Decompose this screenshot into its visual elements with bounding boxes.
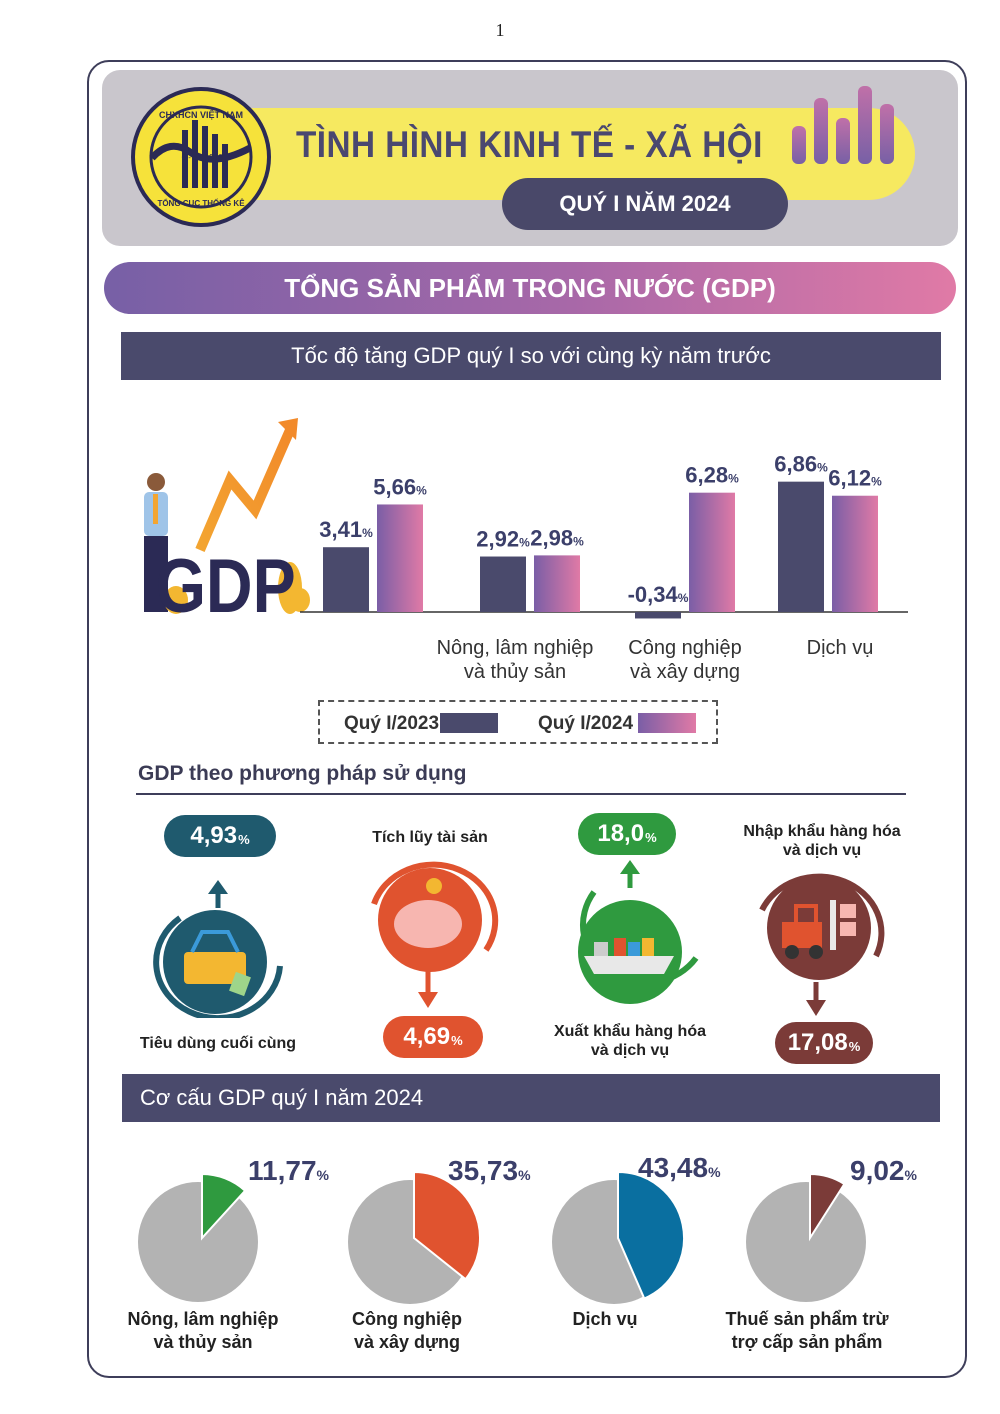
capital-formation-label: Tích lũy tài sản: [372, 829, 488, 846]
bar-label-0-0: 3,41%: [319, 517, 373, 542]
bar-label-1-0: 5,66%: [373, 474, 427, 499]
forklift-icon: [759, 873, 885, 1016]
bar-label-0-1: 2,92%: [476, 527, 530, 552]
imports-label: Nhập khẩu hàng hóa và dịch vụ: [743, 823, 901, 859]
bar-label-0-3: 6,86%: [774, 452, 828, 477]
pie-value-taxes: 9,02%: [850, 1155, 917, 1186]
bar-1-2: [689, 492, 735, 612]
pie-slice-1: [413, 1170, 480, 1281]
pie-base-0: [138, 1182, 258, 1302]
cargo-ship-icon: [578, 860, 699, 1004]
bar-0-0: [323, 547, 369, 612]
bar-label-1-2: 6,28%: [685, 463, 739, 488]
pie-services: [552, 1170, 684, 1304]
pie-agriculture: [138, 1172, 258, 1302]
pie-industry: [348, 1170, 480, 1304]
bar-1-1: [534, 555, 580, 612]
consumption-value-badge: 4,93%: [164, 815, 276, 857]
decorative-bars-icon: [792, 86, 894, 164]
gdp-growth-section-title: Tốc độ tăng GDP quý I so với cùng kỳ năm…: [121, 332, 941, 380]
category-label-services: Dịch vụ: [806, 637, 874, 659]
bar-1-0: [377, 504, 423, 612]
pie-label-services: Dịch vụ: [572, 1309, 638, 1329]
pie-value-industry: 35,73%: [448, 1155, 531, 1186]
gdp-banner: TỔNG SẢN PHẨM TRONG NƯỚC (GDP): [104, 262, 956, 314]
consumption-basket-icon: [153, 880, 283, 1018]
imports-value-badge: 17,08%: [775, 1022, 873, 1064]
bar-label-1-1: 2,98%: [530, 525, 584, 550]
pie-slice-3: [809, 1172, 846, 1242]
pie-value-agriculture: 11,77%: [248, 1155, 329, 1186]
bar-label-1-3: 6,12%: [828, 466, 882, 491]
bar-label-0-2: -0,34%: [628, 582, 689, 607]
logo-date-text: 6 - 5 - 1946: [182, 153, 223, 162]
pie-label-taxes: Thuế sản phẩm trừ trợ cấp sản phẩm: [725, 1309, 889, 1352]
category-label-agri: Nông, lâm nghiệp và thủy sản: [436, 637, 594, 683]
legend-label-2023: Quý I/2023: [344, 713, 440, 734]
content-frame: [87, 60, 967, 1378]
pie-slice-0: [201, 1172, 247, 1241]
gdp-use-section-title: GDP theo phương pháp sử dụng: [138, 762, 467, 785]
gdp-structure-section-title: Cơ cấu GDP quý I năm 2024: [122, 1074, 940, 1122]
piggy-bank-icon: [371, 861, 499, 1008]
gso-logo: CHXHCN VIỆT NAM 6 - 5 - 1946 TỔNG CỤC TH…: [131, 87, 271, 227]
pie-value-services: 43,48%: [638, 1152, 721, 1183]
logo-bottom-text: TỔNG CỤC THỐNG KÊ: [157, 198, 245, 208]
consumption-label: Tiêu dùng cuối cùng: [139, 1035, 297, 1052]
pie-label-industry: Công nghiệp và xây dựng: [352, 1309, 462, 1352]
page-number: 1: [495, 20, 505, 40]
page-title: TÌNH HÌNH KINH TẾ - XÃ HỘI: [296, 124, 763, 165]
chart-legend: [318, 700, 718, 744]
exports-value-badge: 18,0%: [578, 813, 676, 855]
logo-top-text: CHXHCN VIỆT NAM: [159, 109, 243, 120]
page-subtitle: QUÝ I NĂM 2024: [502, 178, 788, 230]
capital-formation-value-badge: 4,69%: [383, 1016, 483, 1058]
category-label-industry: Công nghiệp và xây dựng: [628, 637, 742, 683]
pie-base-3: [746, 1182, 866, 1302]
exports-label: Xuất khẩu hàng hóa và dịch vụ: [553, 1023, 706, 1059]
pie-label-agriculture: Nông, lâm nghiệp và thủy sản: [127, 1309, 279, 1352]
pie-slice-2: [617, 1170, 684, 1300]
bar-1-3: [832, 495, 878, 612]
section-divider: [136, 793, 906, 795]
gdp-illustration-icon: GDP: [144, 418, 310, 628]
bar-0-2: [635, 612, 681, 619]
legend-swatch-2023: [440, 713, 498, 733]
pie-taxes: [746, 1172, 866, 1302]
bar-0-3: [778, 481, 824, 612]
bar-0-1: [480, 556, 526, 612]
gdp-illustration-text: GDP: [156, 543, 296, 628]
gdp-growth-bar-chart: GDP 3,41% 2,92% -0,34% 6,86% 5,66% 2,98% 6,28%…: [144, 418, 908, 628]
legend-label-2024: Quý I/2024: [538, 713, 634, 734]
legend-swatch-2024: [638, 713, 696, 733]
